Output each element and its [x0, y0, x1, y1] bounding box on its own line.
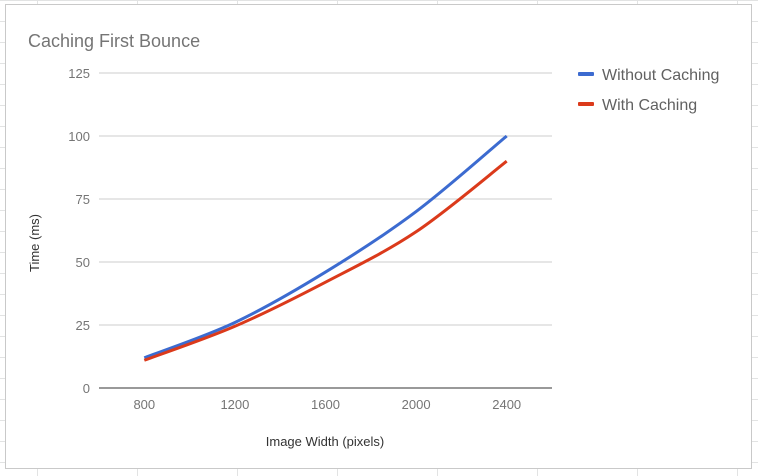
line-chart: Caching First Bounce 0 25 50 75 100 125 800 12…	[27, 31, 719, 449]
x-tick-label: 1200	[220, 397, 249, 412]
chart-title: Caching First Bounce	[28, 31, 200, 51]
y-tick-label: 125	[68, 66, 90, 81]
legend-label-1: With Caching	[602, 97, 697, 114]
series-line-0	[143, 134, 508, 360]
legend-label-0: Without Caching	[602, 67, 719, 84]
y-tick-label: 75	[76, 192, 90, 207]
x-tick-label: 2000	[402, 397, 431, 412]
x-tick-label: 1600	[311, 397, 340, 412]
x-axis-ticks: 800 1200 1600 2000 2400	[133, 397, 521, 412]
y-axis-ticks: 0 25 50 75 100 125	[68, 66, 90, 396]
x-tick-label: 800	[133, 397, 155, 412]
y-axis-title: Time (ms)	[27, 214, 42, 272]
series-lines	[143, 134, 508, 362]
y-tick-label: 25	[76, 318, 90, 333]
x-tick-label: 2400	[492, 397, 521, 412]
chart-container[interactable]: Caching First Bounce 0 25 50 75 100 125 800 12…	[5, 4, 752, 469]
legend-swatch-0	[578, 72, 594, 76]
series-line-1	[143, 160, 508, 362]
gridlines	[99, 72, 552, 326]
y-tick-label: 50	[76, 255, 90, 270]
y-tick-label: 0	[83, 381, 90, 396]
legend: Without Caching With Caching	[578, 67, 719, 114]
legend-swatch-1	[578, 102, 594, 106]
y-tick-label: 100	[68, 129, 90, 144]
x-axis-title: Image Width (pixels)	[266, 434, 384, 449]
